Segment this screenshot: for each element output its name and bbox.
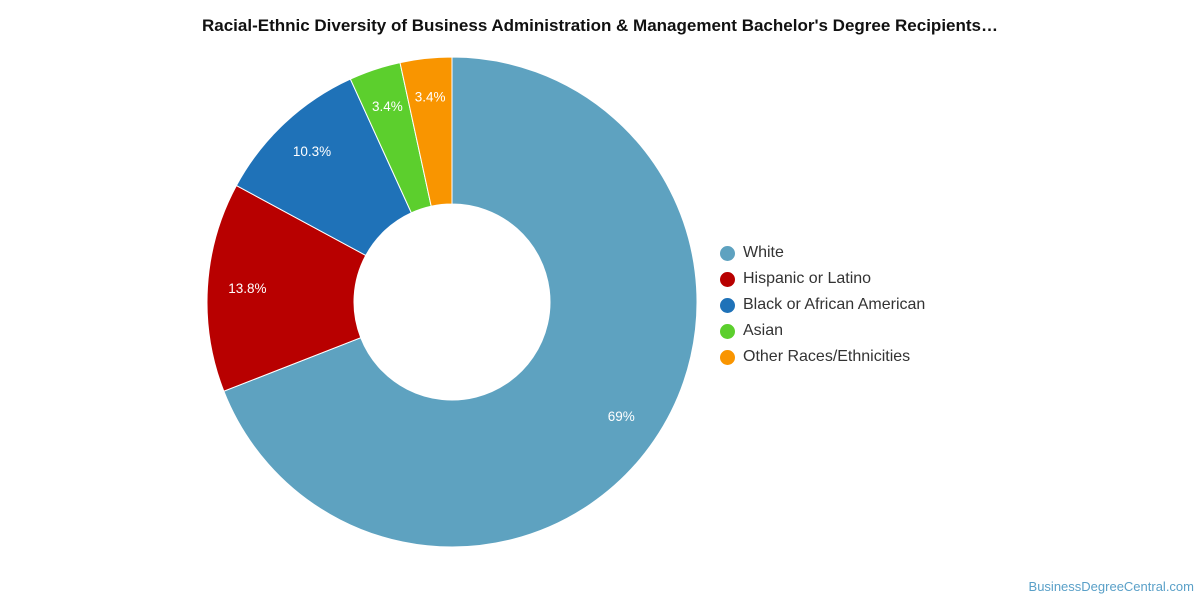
legend-item-asian[interactable]: Asian	[720, 318, 925, 344]
legend-swatch	[720, 297, 735, 313]
chart-title: Racial-Ethnic Diversity of Business Admi…	[201, 16, 998, 35]
legend-swatch	[720, 245, 735, 261]
data-label-hispanic-or-latino: 13.8%	[228, 281, 266, 296]
slice-white[interactable]	[223, 56, 698, 548]
legend-item-other-races-ethnicities[interactable]: Other Races/Ethnicities	[720, 344, 925, 370]
slice-hispanic-or-latino[interactable]	[206, 184, 367, 392]
data-label-other-races-ethnicities: 3.4%	[415, 90, 446, 105]
legend-label: White	[743, 244, 784, 261]
data-label-white: 69%	[608, 409, 635, 424]
legend-item-hispanic-or-latino[interactable]: Hispanic or Latino	[720, 266, 925, 292]
source-credit[interactable]: BusinessDegreeCentral.com	[1028, 579, 1194, 594]
legend-label: Other Races/Ethnicities	[743, 348, 911, 365]
chart-legend: White Hispanic or Latino Black or African …	[720, 240, 925, 370]
legend-swatch	[720, 323, 735, 339]
slice-black-or-african-american[interactable]	[235, 78, 413, 257]
legend-label: Black or African American	[743, 296, 926, 313]
legend-item-white[interactable]: White	[720, 240, 925, 266]
slice-other-races-ethnicities[interactable]	[399, 56, 453, 207]
legend-label: Hispanic or Latino	[743, 270, 872, 287]
data-label-black-or-african-american: 10.3%	[293, 144, 331, 159]
legend-swatch	[720, 349, 735, 365]
legend-item-black-or-african-american[interactable]: Black or African American	[720, 292, 925, 318]
data-label-asian: 3.4%	[372, 99, 403, 114]
legend-swatch	[720, 271, 735, 287]
legend-label: Asian	[743, 322, 784, 339]
